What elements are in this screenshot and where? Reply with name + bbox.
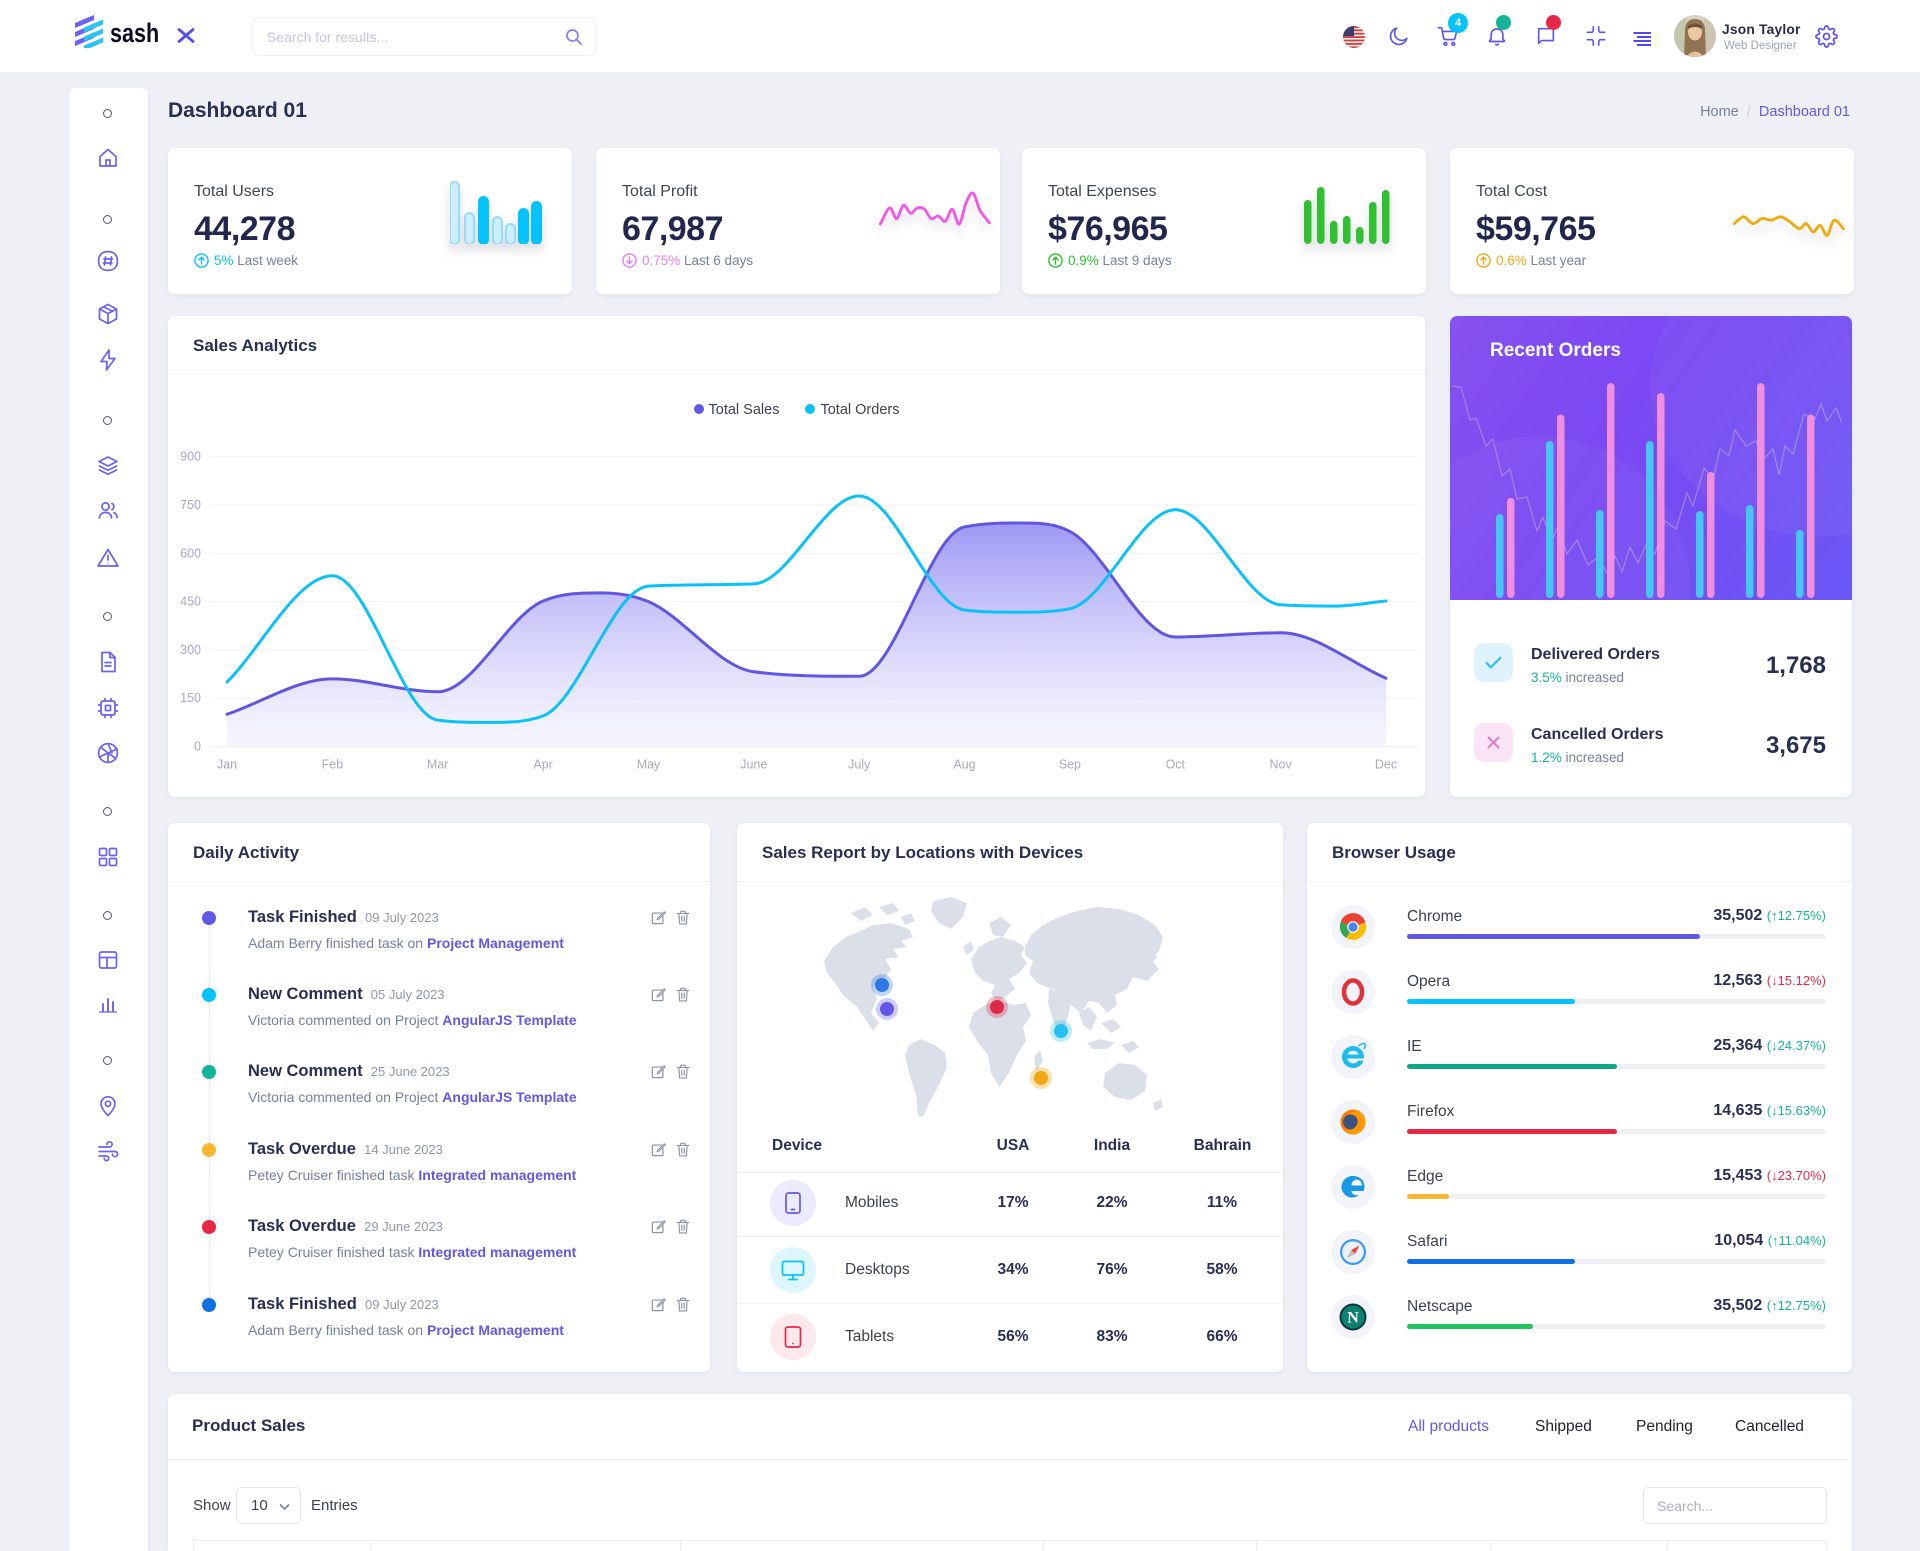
svg-text:Apr: Apr <box>533 758 552 772</box>
svg-text:600: 600 <box>180 546 201 560</box>
svg-text:Aug: Aug <box>953 758 975 772</box>
svg-text:N: N <box>1347 1310 1359 1327</box>
svg-text:Jan: Jan <box>217 758 237 772</box>
svg-text:Nov: Nov <box>1269 758 1292 772</box>
svg-text:Dec: Dec <box>1375 758 1397 772</box>
svg-text:Oct: Oct <box>1166 758 1186 772</box>
svg-text:June: June <box>740 758 767 772</box>
svg-text:150: 150 <box>180 691 201 705</box>
svg-text:900: 900 <box>180 450 201 464</box>
svg-text:450: 450 <box>180 595 201 609</box>
svg-text:300: 300 <box>180 643 201 657</box>
svg-text:Feb: Feb <box>322 758 344 772</box>
svg-text:750: 750 <box>180 498 201 512</box>
svg-text:July: July <box>848 758 871 772</box>
svg-text:May: May <box>637 758 661 772</box>
svg-text:0: 0 <box>194 740 201 754</box>
svg-text:Sep: Sep <box>1059 758 1081 772</box>
svg-text:Mar: Mar <box>427 758 449 772</box>
